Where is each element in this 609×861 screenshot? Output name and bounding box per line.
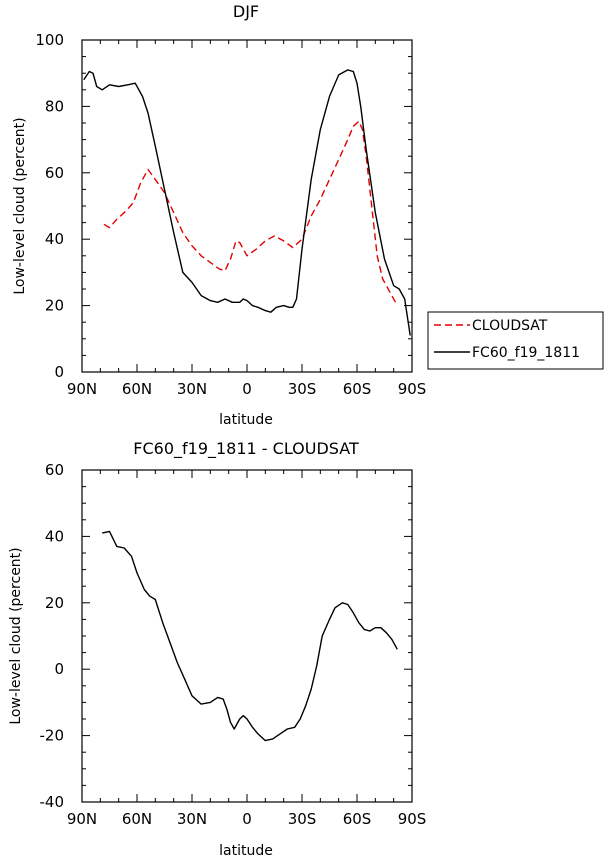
x-tick-label: 90S [398, 810, 427, 828]
x-axis-label: latitude [219, 843, 273, 859]
series-line-fc60-f19-1811 [83, 69, 411, 336]
series-group [83, 69, 411, 336]
series-line-cloudsat [103, 120, 397, 303]
y-axis-label: Low-level cloud (percent) [12, 117, 28, 294]
legend: CLOUDSAT FC60_f19_1811 [427, 311, 604, 370]
axis-ticks [81, 469, 413, 803]
x-tick-label: 90N [67, 810, 97, 828]
x-tick-label: 90S [398, 380, 427, 398]
y-tick-label: 40 [45, 230, 64, 248]
x-tick-label: 0 [242, 380, 252, 398]
x-tick-label: 60S [343, 810, 372, 828]
x-tick-labels: 90N 60N 30N 0 30S 60S 90S [67, 810, 426, 828]
y-tick-label: 20 [45, 297, 64, 315]
x-tick-label: 60N [122, 380, 152, 398]
y-tick-label: -40 [40, 793, 65, 811]
x-tick-label: 30N [177, 810, 207, 828]
x-tick-label: 30S [288, 380, 317, 398]
x-tick-label: 30S [288, 810, 317, 828]
y-tick-label: 60 [45, 461, 64, 479]
x-tick-label: 60S [343, 380, 372, 398]
y-tick-label: 40 [45, 527, 64, 545]
y-tick-label: -20 [40, 727, 65, 745]
panel-bottom-difference: FC60_f19_1811 - CLOUDSAT 90N 60N 30N 0 30S 60… [8, 439, 426, 859]
x-tick-label: 60N [122, 810, 152, 828]
legend-label-cloudsat: CLOUDSAT [472, 318, 548, 334]
y-tick-label: 60 [45, 164, 64, 182]
chart-title: DJF [233, 2, 259, 21]
y-tick-label: 20 [45, 594, 64, 612]
x-tick-labels: 90N 60N 30N 0 30S 60S 90S [67, 380, 426, 398]
y-tick-label: 0 [54, 363, 64, 381]
y-tick-label: 80 [45, 97, 64, 115]
legend-label-model: FC60_f19_1811 [472, 345, 580, 361]
x-tick-label: 90N [67, 380, 97, 398]
chart-title: FC60_f19_1811 - CLOUDSAT [133, 439, 359, 459]
plot-frame [81, 469, 413, 803]
y-axis-label: Low-level cloud (percent) [8, 547, 24, 724]
y-tick-labels: -40 -20 0 20 40 60 [40, 461, 65, 811]
series-group [102, 530, 398, 742]
plot-frame [81, 39, 413, 373]
series-line-fc60-f19-1811-cloudsat [102, 530, 398, 742]
panel-top-djf: DJF 90N 60N 30N 0 30S 60S 90S 0 20 40 60 80 100 lat… [12, 2, 604, 428]
x-tick-label: 30N [177, 380, 207, 398]
x-axis-label: latitude [219, 412, 273, 428]
y-tick-label: 100 [35, 31, 64, 49]
y-tick-labels: 0 20 40 60 80 100 [35, 31, 64, 381]
legend-box [427, 311, 604, 370]
y-tick-label: 0 [54, 660, 64, 678]
x-tick-label: 0 [242, 810, 252, 828]
axis-ticks [81, 39, 413, 373]
